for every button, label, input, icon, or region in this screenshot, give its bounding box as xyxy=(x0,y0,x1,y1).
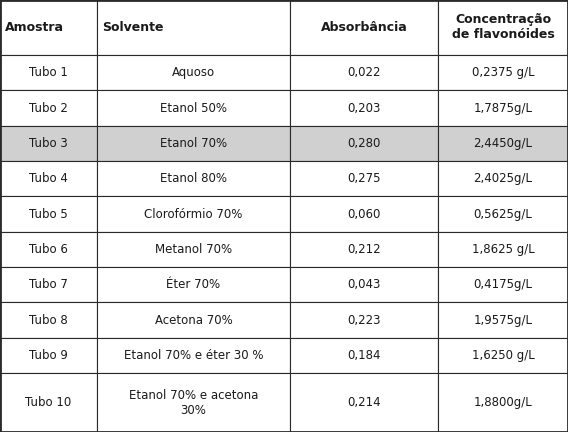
Bar xyxy=(97,161,290,197)
Text: Etanol 70%: Etanol 70% xyxy=(160,137,227,150)
Text: 0,223: 0,223 xyxy=(347,314,381,327)
Bar xyxy=(97,338,290,373)
Text: Tubo 3: Tubo 3 xyxy=(29,137,68,150)
Bar xyxy=(0,232,97,267)
Text: Tubo 2: Tubo 2 xyxy=(29,102,68,114)
Bar xyxy=(0,373,97,432)
Bar xyxy=(290,0,438,55)
Text: Tubo 4: Tubo 4 xyxy=(29,172,68,185)
Bar xyxy=(97,197,290,232)
Bar xyxy=(290,90,438,126)
Bar xyxy=(290,161,438,197)
Text: Tubo 1: Tubo 1 xyxy=(29,66,68,79)
Text: 1,9575g/L: 1,9575g/L xyxy=(474,314,533,327)
Bar xyxy=(290,232,438,267)
Text: 0,212: 0,212 xyxy=(347,243,381,256)
Bar xyxy=(438,302,568,338)
Text: 0,275: 0,275 xyxy=(347,172,381,185)
Text: Amostra: Amostra xyxy=(5,21,64,34)
Text: 0,214: 0,214 xyxy=(347,396,381,409)
Bar xyxy=(0,338,97,373)
Bar xyxy=(290,373,438,432)
Bar xyxy=(0,55,97,90)
Text: 0,280: 0,280 xyxy=(347,137,381,150)
Bar xyxy=(438,161,568,197)
Bar xyxy=(438,55,568,90)
Text: 0,203: 0,203 xyxy=(347,102,381,114)
Bar xyxy=(438,373,568,432)
Text: 2,4025g/L: 2,4025g/L xyxy=(474,172,533,185)
Text: Solvente: Solvente xyxy=(102,21,164,34)
Bar xyxy=(0,161,97,197)
Bar xyxy=(438,197,568,232)
Text: Tubo 6: Tubo 6 xyxy=(29,243,68,256)
Text: Etanol 70% e acetona
30%: Etanol 70% e acetona 30% xyxy=(129,388,258,416)
Text: Metanol 70%: Metanol 70% xyxy=(155,243,232,256)
Bar xyxy=(97,0,290,55)
Bar xyxy=(0,302,97,338)
Bar xyxy=(438,232,568,267)
Bar xyxy=(438,126,568,161)
Bar xyxy=(438,0,568,55)
Bar xyxy=(0,90,97,126)
Text: Etanol 50%: Etanol 50% xyxy=(160,102,227,114)
Text: 0,043: 0,043 xyxy=(347,278,381,291)
Text: 1,8800g/L: 1,8800g/L xyxy=(474,396,532,409)
Text: 0,060: 0,060 xyxy=(347,207,381,221)
Bar xyxy=(97,232,290,267)
Bar xyxy=(290,267,438,302)
Text: 1,7875g/L: 1,7875g/L xyxy=(474,102,533,114)
Text: Clorofórmio 70%: Clorofórmio 70% xyxy=(144,207,243,221)
Bar xyxy=(0,0,97,55)
Text: Tubo 5: Tubo 5 xyxy=(29,207,68,221)
Text: Tubo 8: Tubo 8 xyxy=(29,314,68,327)
Bar xyxy=(97,126,290,161)
Bar xyxy=(97,90,290,126)
Text: 0,022: 0,022 xyxy=(347,66,381,79)
Bar xyxy=(438,267,568,302)
Text: 0,5625g/L: 0,5625g/L xyxy=(474,207,532,221)
Bar xyxy=(97,373,290,432)
Bar xyxy=(97,267,290,302)
Bar xyxy=(0,267,97,302)
Bar xyxy=(290,302,438,338)
Text: Etanol 70% e éter 30 %: Etanol 70% e éter 30 % xyxy=(124,349,263,362)
Bar xyxy=(438,90,568,126)
Text: Tubo 10: Tubo 10 xyxy=(26,396,72,409)
Bar xyxy=(290,197,438,232)
Text: 0,184: 0,184 xyxy=(347,349,381,362)
Text: 1,6250 g/L: 1,6250 g/L xyxy=(471,349,534,362)
Bar xyxy=(97,302,290,338)
Text: Absorbância: Absorbância xyxy=(320,21,407,34)
Text: 1,8625 g/L: 1,8625 g/L xyxy=(471,243,534,256)
Text: Acetona 70%: Acetona 70% xyxy=(154,314,232,327)
Bar xyxy=(290,338,438,373)
Text: Etanol 80%: Etanol 80% xyxy=(160,172,227,185)
Text: 0,4175g/L: 0,4175g/L xyxy=(474,278,533,291)
Bar xyxy=(290,126,438,161)
Bar xyxy=(438,338,568,373)
Text: Tubo 9: Tubo 9 xyxy=(29,349,68,362)
Text: Tubo 7: Tubo 7 xyxy=(29,278,68,291)
Text: Éter 70%: Éter 70% xyxy=(166,278,220,291)
Bar xyxy=(290,55,438,90)
Text: Concentração
de flavonóides: Concentração de flavonóides xyxy=(452,13,554,41)
Text: 0,2375 g/L: 0,2375 g/L xyxy=(471,66,534,79)
Bar xyxy=(97,55,290,90)
Text: Aquoso: Aquoso xyxy=(172,66,215,79)
Bar xyxy=(0,197,97,232)
Bar xyxy=(0,126,97,161)
Text: 2,4450g/L: 2,4450g/L xyxy=(474,137,533,150)
